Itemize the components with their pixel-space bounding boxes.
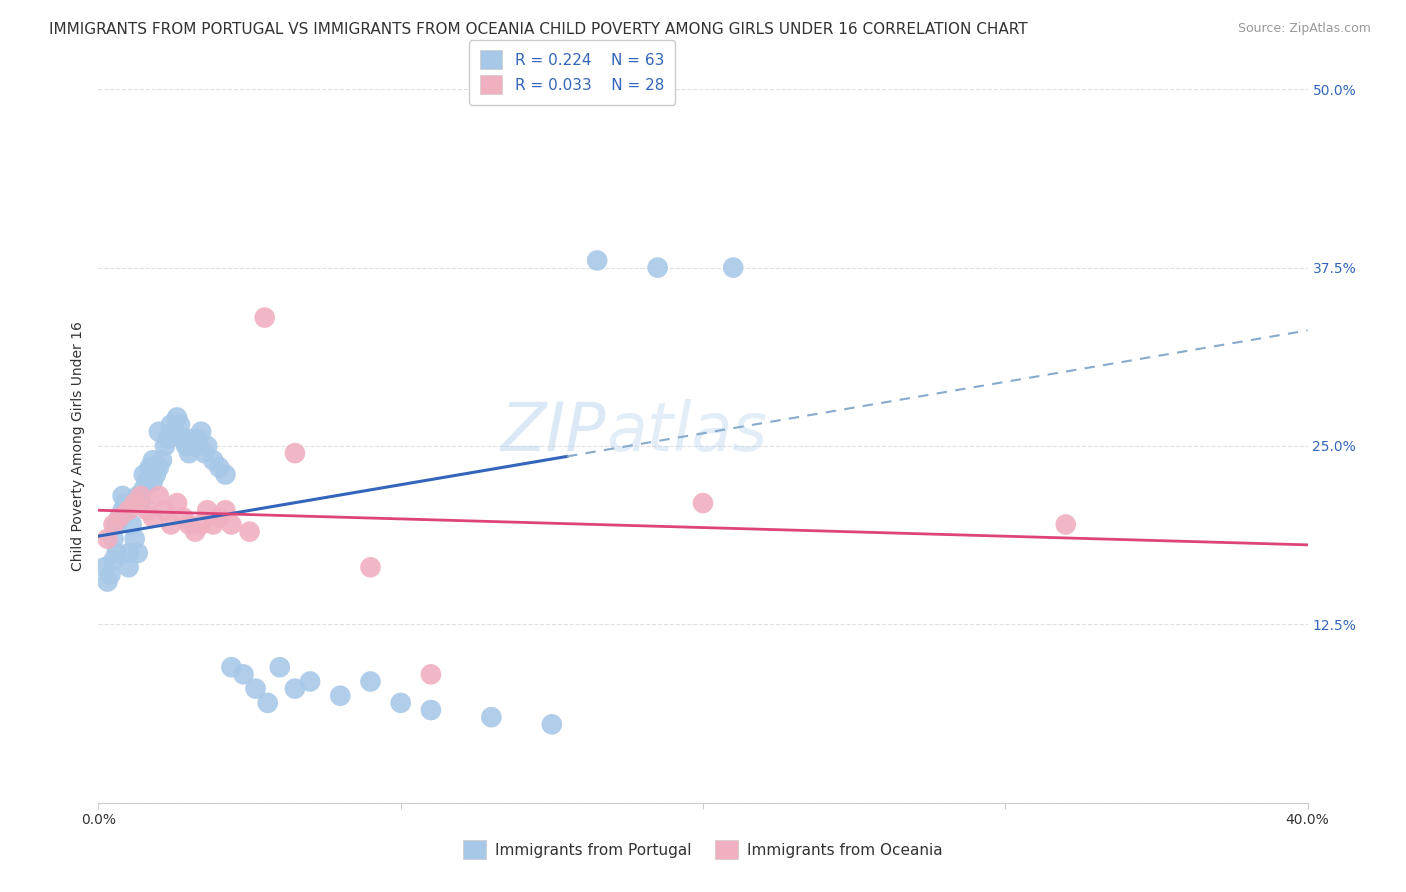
Text: IMMIGRANTS FROM PORTUGAL VS IMMIGRANTS FROM OCEANIA CHILD POVERTY AMONG GIRLS UN: IMMIGRANTS FROM PORTUGAL VS IMMIGRANTS F… [49, 22, 1028, 37]
Point [208, 510, 231, 524]
Point [93, 560, 115, 574]
Point [540, 717, 562, 731]
Point [181, 432, 204, 446]
Point [124, 496, 146, 510]
Point [184, 439, 207, 453]
Point [245, 681, 267, 696]
Point [190, 517, 212, 532]
Point [150, 453, 173, 467]
Point [269, 660, 291, 674]
Point [148, 425, 170, 439]
Point [647, 260, 669, 275]
Point [118, 546, 141, 560]
Point [166, 410, 188, 425]
Point [148, 489, 170, 503]
Point [481, 710, 503, 724]
Point [148, 460, 170, 475]
Point [103, 532, 125, 546]
Point [253, 310, 276, 325]
Point [96, 532, 118, 546]
Point [202, 453, 225, 467]
Point [202, 517, 225, 532]
Point [195, 439, 218, 453]
Point [723, 260, 745, 275]
Point [142, 453, 165, 467]
Point [360, 560, 382, 574]
Text: ZIP: ZIP [501, 399, 606, 465]
Point [129, 489, 152, 503]
Point [108, 510, 131, 524]
Point [187, 432, 209, 446]
Point [221, 660, 243, 674]
Legend: Immigrants from Portugal, Immigrants from Oceania: Immigrants from Portugal, Immigrants fro… [456, 832, 950, 866]
Point [103, 517, 125, 532]
Point [193, 446, 215, 460]
Point [184, 524, 207, 539]
Point [1054, 517, 1077, 532]
Point [124, 532, 146, 546]
Point [256, 696, 278, 710]
Point [153, 503, 176, 517]
Point [160, 517, 183, 532]
Point [214, 503, 236, 517]
Point [135, 475, 157, 489]
Point [139, 460, 162, 475]
Point [239, 524, 262, 539]
Point [114, 496, 136, 510]
Point [121, 517, 143, 532]
Point [174, 439, 197, 453]
Point [190, 425, 212, 439]
Point [142, 510, 165, 524]
Point [1386, 139, 1406, 153]
Point [142, 475, 165, 489]
Point [105, 517, 128, 532]
Point [127, 489, 149, 503]
Point [118, 503, 141, 517]
Point [108, 510, 131, 524]
Point [153, 439, 176, 453]
Point [103, 553, 125, 567]
Point [135, 503, 157, 517]
Point [127, 546, 149, 560]
Point [389, 696, 412, 710]
Point [179, 517, 201, 532]
Point [169, 417, 191, 432]
Point [129, 496, 152, 510]
Point [111, 503, 134, 517]
Text: atlas: atlas [606, 399, 768, 465]
Point [586, 253, 609, 268]
Point [179, 446, 201, 460]
Point [132, 467, 155, 482]
Point [100, 567, 122, 582]
Point [163, 425, 186, 439]
Point [132, 482, 155, 496]
Point [284, 681, 307, 696]
Y-axis label: Child Poverty Among Girls Under 16: Child Poverty Among Girls Under 16 [70, 321, 84, 571]
Point [420, 667, 443, 681]
Point [692, 496, 714, 510]
Point [96, 574, 118, 589]
Point [360, 674, 382, 689]
Point [118, 560, 141, 574]
Point [195, 503, 218, 517]
Point [208, 460, 231, 475]
Point [172, 510, 194, 524]
Point [111, 489, 134, 503]
Point [284, 446, 307, 460]
Point [172, 432, 194, 446]
Point [329, 689, 352, 703]
Point [420, 703, 443, 717]
Point [156, 432, 179, 446]
Point [214, 467, 236, 482]
Text: Source: ZipAtlas.com: Source: ZipAtlas.com [1237, 22, 1371, 36]
Point [145, 467, 167, 482]
Point [105, 546, 128, 560]
Point [160, 417, 183, 432]
Point [221, 517, 243, 532]
Point [299, 674, 322, 689]
Point [232, 667, 254, 681]
Point [166, 496, 188, 510]
